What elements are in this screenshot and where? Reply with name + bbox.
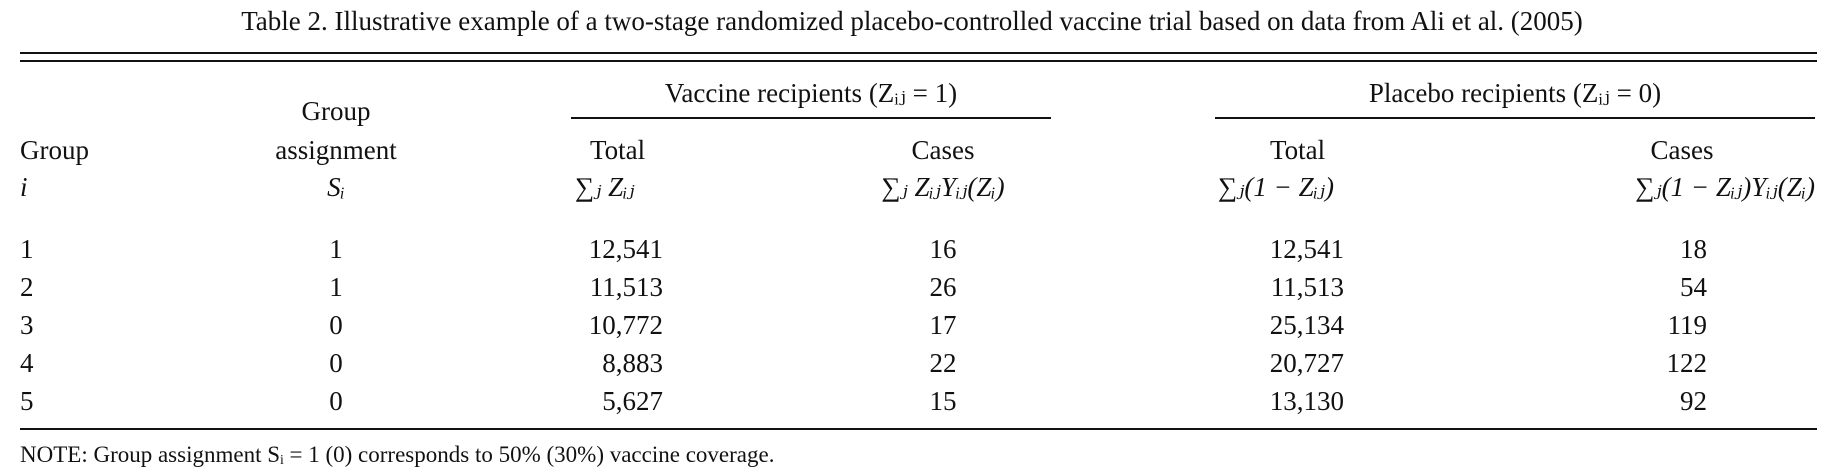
row-1-group: 1 <box>20 234 34 264</box>
header-pla-cases: Cases <box>1650 135 1714 165</box>
header-pla-total-formula: ∑ⱼ(1 − Zᵢⱼ) <box>1218 172 1335 202</box>
table-caption: Table 2. Illustrative example of a two-s… <box>241 6 1583 36</box>
top-rule-2 <box>20 60 1817 62</box>
header-group-index: i <box>20 172 28 202</box>
row-2-vac-cases: 26 <box>929 272 957 302</box>
header-pla-total: Total <box>1270 135 1326 165</box>
vaccine-spanner-rule <box>571 117 1051 119</box>
row-3-vac-total: 10,772 <box>588 310 663 340</box>
header-vac-cases: Cases <box>911 135 975 165</box>
row-5-vac-total: 5,627 <box>602 386 663 416</box>
row-4-vac-cases: 22 <box>929 348 957 378</box>
top-rule-1 <box>20 52 1817 54</box>
row-5-pla-total: 13,130 <box>1269 386 1344 416</box>
row-5-group: 5 <box>20 386 34 416</box>
row-4-assignment: 0 <box>329 348 343 378</box>
row-2-group: 2 <box>20 272 34 302</box>
row-4-pla-cases: 122 <box>1666 348 1708 378</box>
row-4-pla-total: 20,727 <box>1269 348 1344 378</box>
row-3-group: 3 <box>20 310 34 340</box>
placebo-spanner-rule <box>1215 117 1815 119</box>
row-1-vac-total: 12,541 <box>588 234 663 264</box>
row-4-group: 4 <box>20 348 34 378</box>
row-4-vac-total: 8,883 <box>602 348 663 378</box>
row-5-pla-cases: 92 <box>1680 386 1707 416</box>
header-vac-cases-formula: ∑ⱼ ZᵢⱼYᵢⱼ(Zᵢ) <box>881 172 1005 202</box>
table-note: NOTE: Group assignment Sᵢ = 1 (0) corres… <box>20 442 775 467</box>
row-2-vac-total: 11,513 <box>589 272 663 302</box>
row-3-pla-total: 25,134 <box>1269 310 1344 340</box>
placebo-spanner: Placebo recipients (Zᵢⱼ = 0) <box>1368 78 1662 108</box>
row-1-pla-total: 12,541 <box>1269 234 1344 264</box>
header-assign-1: Group <box>301 96 371 126</box>
header-pla-cases-formula: ∑ⱼ(1 − Zᵢⱼ)Yᵢⱼ(Zᵢ) <box>1635 172 1815 202</box>
bottom-rule <box>20 428 1817 430</box>
row-1-pla-cases: 18 <box>1680 234 1707 264</box>
row-1-assignment: 1 <box>329 234 343 264</box>
row-2-assignment: 1 <box>329 272 343 302</box>
header-assign-symbol: Sᵢ <box>327 172 345 202</box>
row-5-vac-cases: 15 <box>929 386 957 416</box>
row-2-pla-total: 11,513 <box>1270 272 1344 302</box>
row-5-assignment: 0 <box>329 386 343 416</box>
row-3-vac-cases: 17 <box>929 310 957 340</box>
row-3-assignment: 0 <box>329 310 343 340</box>
row-1-vac-cases: 16 <box>929 234 957 264</box>
row-3-pla-cases: 119 <box>1667 310 1708 340</box>
header-group: Group <box>20 135 89 165</box>
header-vac-total-formula: ∑ⱼ Zᵢⱼ <box>575 172 635 202</box>
vaccine-spanner: Vaccine recipients (Zᵢⱼ = 1) <box>664 78 958 108</box>
row-2-pla-cases: 54 <box>1680 272 1707 302</box>
header-assign-2: assignment <box>275 135 397 165</box>
header-vac-total: Total <box>590 135 646 165</box>
